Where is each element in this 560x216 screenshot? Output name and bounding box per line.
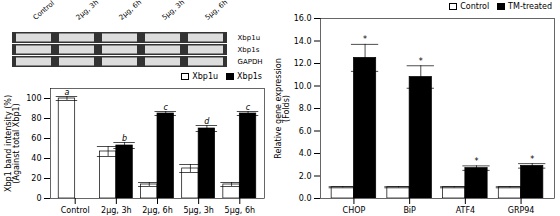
svg-text:16.0: 16.0	[294, 14, 312, 23]
svg-text:5μg, 6h: 5μg, 6h	[225, 206, 256, 215]
svg-text:*: *	[530, 155, 534, 164]
svg-text:a: a	[65, 88, 70, 97]
svg-text:100: 100	[26, 94, 41, 103]
svg-text:80: 80	[31, 114, 41, 123]
svg-text:CHOP: CHOP	[343, 206, 366, 215]
svg-text:4.0: 4.0	[299, 149, 312, 158]
svg-text:40: 40	[31, 154, 41, 163]
svg-text:Xbp1u: Xbp1u	[238, 34, 261, 42]
svg-text:Control: Control	[32, 0, 57, 22]
svg-text:Relative gene expression(Folds: Relative gene expression(Folds)	[274, 58, 291, 159]
svg-text:c: c	[164, 103, 169, 112]
svg-text:2μg, 3h: 2μg, 3h	[101, 206, 132, 215]
svg-text:14.0: 14.0	[294, 37, 312, 46]
svg-text:0: 0	[36, 194, 41, 203]
svg-text:Control: Control	[61, 206, 90, 215]
svg-text:6.0: 6.0	[299, 127, 312, 136]
svg-text:10.0: 10.0	[294, 82, 312, 91]
svg-text:20: 20	[31, 174, 41, 183]
html-text:Xbp1s: Xbp1s	[237, 71, 262, 81]
svg-text:ATF4: ATF4	[456, 206, 475, 215]
svg-text:BiP: BiP	[403, 206, 416, 215]
svg-text:5μg, 3h: 5μg, 3h	[183, 206, 214, 215]
svg-text:d: d	[204, 117, 210, 126]
svg-text:*: *	[475, 157, 479, 166]
svg-text:5μg, 3h: 5μg, 3h	[161, 0, 187, 22]
svg-text:GRP94: GRP94	[508, 206, 535, 215]
html-text:Control: Control	[460, 1, 490, 11]
svg-text:8.0: 8.0	[299, 104, 312, 113]
svg-text:5μg, 6h: 5μg, 6h	[204, 0, 230, 22]
svg-text:GAPDH: GAPDH	[238, 58, 263, 66]
svg-text:Xbp1 band intensity (%)(Agains: Xbp1 band intensity (%)(Against total Xb…	[4, 95, 21, 192]
svg-text:c: c	[246, 103, 251, 112]
html-text:Xbp1u: Xbp1u	[192, 71, 219, 81]
svg-text:*: *	[363, 35, 367, 44]
svg-text:60: 60	[31, 134, 41, 143]
html-text:TM-treated: TM-treated	[508, 1, 552, 11]
svg-text:b: b	[122, 134, 127, 143]
svg-text:Xbp1s: Xbp1s	[238, 46, 260, 54]
svg-text:2.0: 2.0	[299, 172, 312, 181]
svg-text:2μg, 3h: 2μg, 3h	[75, 0, 101, 22]
svg-text:2μg, 6h: 2μg, 6h	[118, 0, 144, 22]
svg-text:2μg, 6h: 2μg, 6h	[142, 206, 173, 215]
svg-text:12.0: 12.0	[294, 59, 312, 68]
svg-text:*: *	[419, 57, 423, 66]
svg-text:0.0: 0.0	[299, 194, 312, 203]
